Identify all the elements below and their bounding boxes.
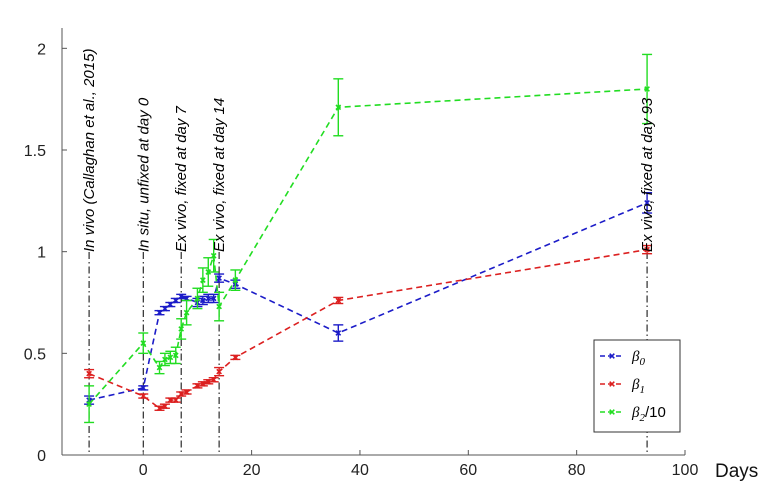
data-point bbox=[199, 277, 206, 283]
data-point bbox=[210, 252, 217, 259]
x-tick-label: 40 bbox=[351, 462, 369, 479]
legend-marker bbox=[609, 409, 615, 415]
data-point bbox=[140, 340, 147, 347]
series-layer bbox=[84, 53, 653, 424]
series-2 bbox=[84, 53, 653, 424]
data-point bbox=[167, 354, 174, 361]
x-tick-label: 20 bbox=[243, 462, 261, 479]
annotation-labels: In vivo (Callaghan et al., 2015) In situ,… bbox=[81, 49, 656, 252]
data-point bbox=[205, 269, 212, 275]
data-point bbox=[178, 293, 185, 300]
y-tick-label: 1.5 bbox=[24, 143, 46, 160]
legend-subscript: 1 bbox=[639, 384, 645, 396]
data-point bbox=[172, 352, 179, 359]
data-point bbox=[199, 380, 206, 387]
series-1 bbox=[84, 244, 653, 412]
data-point bbox=[140, 385, 147, 391]
data-point bbox=[205, 295, 212, 302]
data-point bbox=[178, 326, 185, 332]
series-line bbox=[88, 248, 648, 410]
data-point bbox=[172, 397, 179, 403]
series-0 bbox=[84, 191, 653, 405]
data-point bbox=[216, 275, 222, 281]
data-point bbox=[644, 86, 650, 92]
data-point bbox=[86, 370, 92, 377]
x-tick-label: 80 bbox=[568, 462, 586, 479]
data-point bbox=[210, 376, 217, 383]
data-point bbox=[162, 403, 168, 410]
data-point bbox=[644, 200, 650, 206]
data-point bbox=[140, 393, 147, 399]
data-point bbox=[210, 295, 217, 302]
data-point bbox=[335, 297, 342, 304]
y-tick-label: 2 bbox=[37, 41, 46, 58]
data-point bbox=[183, 389, 190, 395]
annotation-label: Ex vivo, fixed at day 7 bbox=[173, 105, 190, 252]
legend-subscript: 2 bbox=[639, 412, 645, 424]
annotation-label: In situ, unfixed at day 0 bbox=[135, 97, 152, 252]
data-point bbox=[194, 295, 201, 302]
data-point bbox=[183, 309, 190, 316]
x-axis-label: Days bbox=[715, 461, 758, 482]
data-point bbox=[194, 383, 201, 389]
data-point bbox=[335, 104, 342, 111]
y-tick-label: 1 bbox=[37, 245, 46, 262]
annotation-label: Ex vivo, fixed at day 14 bbox=[211, 98, 228, 252]
data-point bbox=[162, 356, 168, 363]
x-tick-label: 100 bbox=[672, 462, 699, 479]
legend-marker bbox=[609, 353, 615, 359]
data-point bbox=[86, 401, 92, 408]
series-line bbox=[88, 88, 648, 405]
data-point bbox=[178, 391, 185, 397]
data-point bbox=[205, 378, 212, 385]
x-tick-label: 0 bbox=[139, 462, 148, 479]
y-tick-label: 0 bbox=[37, 448, 46, 465]
data-point bbox=[216, 303, 222, 310]
data-point bbox=[644, 246, 650, 253]
y-tick-label: 0.5 bbox=[24, 346, 46, 363]
data-point bbox=[232, 277, 239, 283]
data-point bbox=[156, 405, 163, 412]
annotation-label: In vivo (Callaghan et al., 2015) bbox=[81, 49, 98, 252]
data-point bbox=[335, 330, 342, 336]
annotation-label: Ex vivo, fixed at day 93 bbox=[639, 97, 656, 252]
annotation-lines bbox=[88, 252, 648, 455]
x-tick-label: 60 bbox=[459, 462, 477, 479]
legend-marker bbox=[609, 381, 615, 387]
legend-subscript: 0 bbox=[639, 356, 645, 368]
legend-suffix: /10 bbox=[645, 404, 666, 421]
data-point bbox=[232, 354, 239, 361]
data-point bbox=[216, 368, 222, 375]
